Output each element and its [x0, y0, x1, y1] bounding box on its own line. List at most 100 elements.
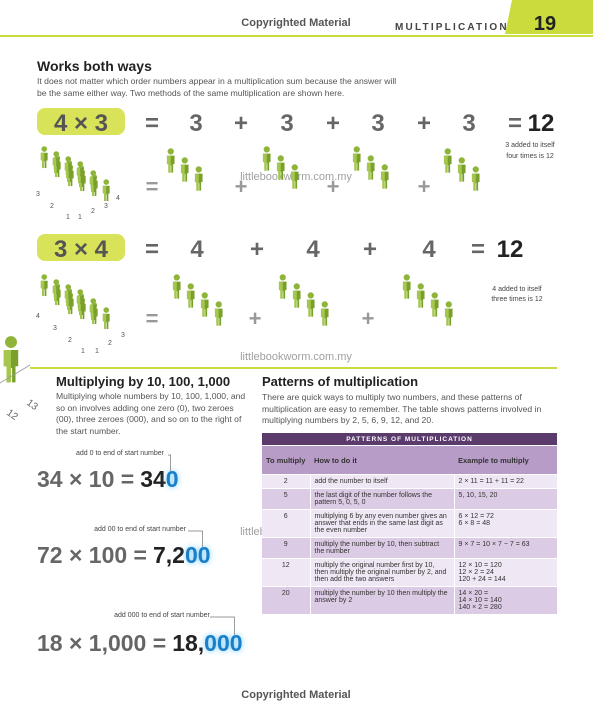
figure [194, 166, 203, 191]
figure [366, 155, 375, 180]
term: + [326, 110, 340, 137]
note-leader [210, 616, 235, 635]
example: 6 × 12 = 72 6 × 8 = 48 [454, 509, 557, 538]
example: 9 × 7 = 10 × 7 − 7 = 63 [454, 537, 557, 559]
figure [457, 157, 466, 182]
figure [180, 157, 189, 182]
figure [102, 307, 110, 330]
equation: 72 × 100 = 7,200 [37, 542, 211, 568]
column-header: Example to multiply [454, 445, 557, 475]
sum: 18 × 1,000 = [37, 630, 166, 656]
figure [444, 301, 453, 326]
table-title: PATTERNS OF MULTIPLICATION [262, 433, 557, 446]
annotation: 4 added to itself [492, 286, 541, 293]
table-body: 2 add the number to itself 2 × 11 = 11 + 1… [262, 474, 557, 615]
example-line: 9 × 7 = 10 × 7 − 7 = 63 [458, 541, 530, 548]
sum: 3 × 4 [54, 236, 109, 263]
example-line: 140 × 2 = 280 [458, 604, 502, 611]
sum: 4 × 3 [54, 110, 108, 137]
table-row: 2 add the number to itself 2 × 11 = 11 + 1… [262, 474, 557, 489]
multiplier: 5 [262, 488, 311, 510]
side-label: 12 [4, 407, 20, 423]
crowd-label: 2 [68, 337, 72, 344]
annotation: three times is 12 [491, 296, 542, 303]
example-line: 12 × 2 = 24 [458, 569, 494, 576]
example: 12 × 10 = 120 12 × 2 = 24 120 + 24 = 144 [454, 558, 557, 587]
sum: 72 × 100 = [37, 542, 147, 568]
figure-sign: = [146, 174, 159, 199]
result-zeros: 00 [185, 542, 211, 568]
sum-pill [37, 108, 125, 135]
figure [402, 274, 411, 299]
note-leader [168, 454, 171, 471]
result-zeros: 0 [166, 466, 179, 492]
crowd-label: 2 [50, 203, 54, 210]
column-header: To multiply [262, 445, 310, 475]
figure [380, 164, 389, 189]
column-header: How to do it [310, 445, 454, 475]
figure-sign: + [249, 306, 262, 331]
method: multiply the number by 10, then subtract… [310, 537, 455, 559]
section-body: It does not matter which order numbers a… [37, 76, 397, 98]
sum-pill [37, 234, 125, 261]
method: add the number to itself [310, 474, 455, 489]
note-leader [188, 530, 203, 547]
figure [443, 148, 452, 173]
term: 3 [462, 110, 475, 137]
figure-sign: + [418, 174, 431, 199]
figure-sign: + [362, 306, 375, 331]
figure [102, 179, 110, 202]
figure [278, 274, 287, 299]
annotation: 3 added to itself [505, 142, 554, 149]
figure [40, 274, 48, 297]
crowd-label: 1 [78, 214, 82, 221]
side-line [0, 364, 31, 384]
example-line: 6 × 8 = 48 [458, 520, 491, 527]
figure-sign: + [327, 174, 340, 199]
crowd-label: 4 [36, 313, 40, 320]
crowd-label: 2 [91, 208, 95, 215]
header-band [0, 0, 593, 36]
crowd-label: 3 [53, 325, 57, 332]
term: 4 [422, 236, 436, 263]
figure [186, 283, 195, 308]
footer: Copyrighted Material [241, 689, 350, 701]
multiplier: 2 [262, 474, 311, 489]
example-line: 14 × 20 = [458, 590, 489, 597]
section-name: MULTIPLICATION [395, 22, 509, 33]
term: + [250, 236, 264, 263]
multiplier: 20 [262, 586, 311, 615]
table-row: 12 multiply the original number first by … [262, 558, 557, 587]
copyright: Copyrighted Material [241, 17, 350, 29]
figure [306, 292, 315, 317]
term: 3 [280, 110, 293, 137]
method: multiply the number by 10 then multiply … [310, 586, 455, 615]
section-body: There are quick ways to multiply two num… [262, 392, 542, 425]
example-line: 5, 10, 15, 20 [458, 492, 498, 499]
equation: 34 × 10 = 340 [37, 466, 179, 492]
section-body: Multiplying whole numbers by 10, 100, 1,… [56, 391, 246, 436]
page-number: 19 [534, 13, 556, 35]
figure [200, 292, 209, 317]
crowd-label: 3 [36, 191, 40, 198]
figure [214, 301, 223, 326]
sum: 34 × 10 = [37, 466, 134, 492]
note: add 00 to end of start number [94, 526, 187, 533]
total: 12 [497, 236, 524, 263]
equals: = [508, 110, 522, 137]
note: add 0 to end of start number [76, 450, 165, 457]
term: + [363, 236, 377, 263]
term: + [234, 110, 248, 137]
example: 2 × 11 = 11 + 11 = 22 [454, 474, 557, 489]
side-figure [3, 336, 19, 383]
figure-sign: = [146, 306, 159, 331]
page-tab [505, 0, 593, 34]
figure [430, 292, 439, 317]
term: + [417, 110, 431, 137]
section-title: Patterns of multiplication [262, 374, 419, 389]
crowd-label: 3 [121, 332, 125, 339]
figure [172, 274, 181, 299]
term: 4 [190, 236, 204, 263]
example-line: 2 × 11 = 11 + 11 = 22 [458, 478, 524, 485]
annotation: four times is 12 [506, 153, 554, 160]
